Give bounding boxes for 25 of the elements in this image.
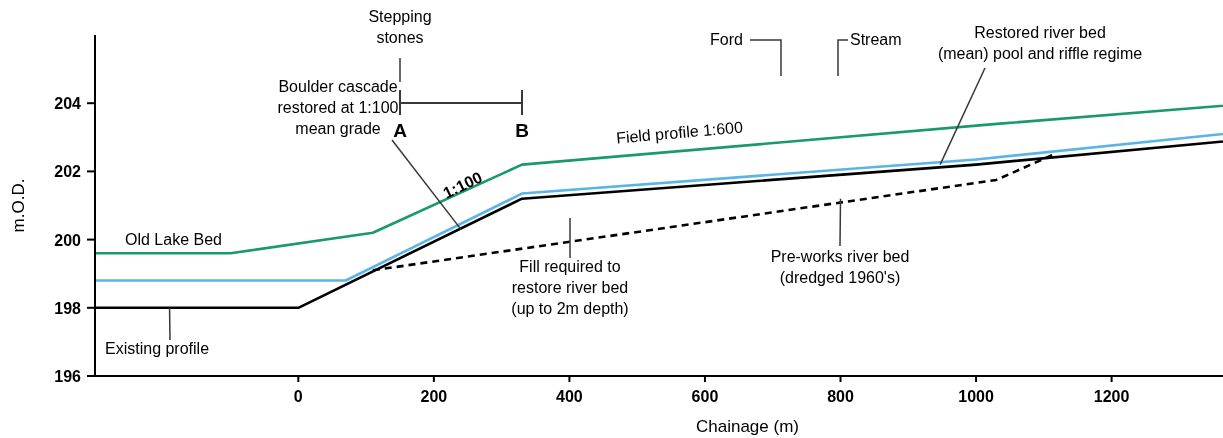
x-tick-label: 800 — [827, 388, 854, 405]
annotation: Fill required to restore river bed (up to 2m depth) — [511, 258, 629, 317]
y-tick-label: 198 — [54, 299, 82, 317]
x-tick-label: 1000 — [958, 388, 994, 405]
x-tick-label: 200 — [420, 388, 448, 405]
annotation: Stepping stones — [368, 8, 432, 46]
annotation: B — [515, 120, 529, 141]
y-axis-title: m.O.D. — [9, 178, 28, 233]
y-tick-label: 202 — [54, 163, 82, 181]
x-tick-label: 0 — [293, 388, 303, 405]
annotation: Field profile 1:600 — [615, 118, 744, 147]
annotation: Old Lake Bed — [125, 231, 222, 248]
x-tick-label: 1200 — [1093, 388, 1130, 405]
annotation: Restored river bed (mean) pool and riffle regime — [937, 24, 1143, 62]
annotation: Existing profile — [105, 340, 210, 357]
y-tick-label: 196 — [54, 368, 82, 385]
annotation: Ford — [710, 31, 743, 48]
annotation: Pre-works river bed (dredged 1960's) — [770, 248, 910, 286]
annotation: Stream — [850, 31, 902, 48]
x-tick-label: 400 — [556, 388, 583, 405]
x-tick-label: 600 — [691, 388, 719, 405]
y-tick-label: 200 — [54, 231, 82, 249]
x-axis-title: Chainage (m) — [696, 417, 799, 436]
y-tick-label: 204 — [54, 95, 82, 113]
annotation: 1:100 — [440, 168, 485, 202]
